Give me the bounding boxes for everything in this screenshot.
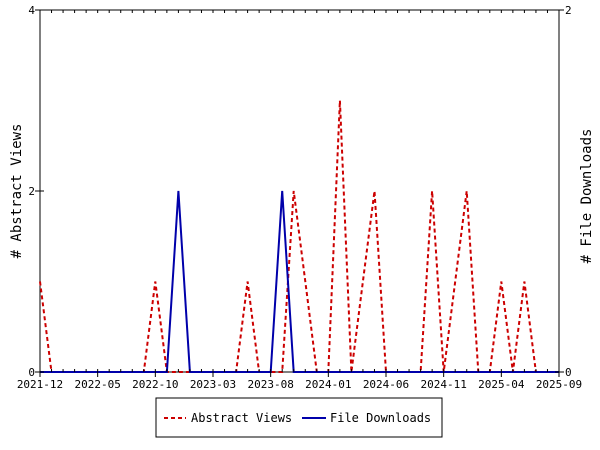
legend: Abstract Views File Downloads bbox=[155, 397, 443, 438]
y-left-tick-label: 0 bbox=[28, 366, 35, 379]
x-tick-label: 2021-12 bbox=[17, 378, 63, 391]
legend-label-abstract-views: Abstract Views bbox=[191, 411, 292, 425]
y-left-tick-label: 2 bbox=[28, 185, 35, 198]
y-axis-right-title: # File Downloads bbox=[579, 129, 595, 264]
y-right-tick-label: 2 bbox=[565, 4, 572, 17]
x-tick-label: 2024-11 bbox=[420, 378, 466, 391]
y-left-tick-label: 4 bbox=[28, 4, 35, 17]
x-tick-label: 2023-03 bbox=[190, 378, 236, 391]
x-tick-label: 2025-09 bbox=[536, 378, 582, 391]
x-tick-label: 2025-04 bbox=[478, 378, 525, 391]
x-tick-label: 2022-05 bbox=[74, 378, 120, 391]
x-tick-label: 2023-08 bbox=[247, 378, 293, 391]
chart-marks bbox=[39, 100, 559, 373]
y-axis-ticks: 0 2 4 0 2 bbox=[28, 4, 571, 379]
series-line-abstract-views bbox=[39, 100, 559, 373]
plot-frame bbox=[39, 9, 560, 373]
x-tick-label: 2024-06 bbox=[363, 378, 409, 391]
x-axis-ticks: 2021-12 2022-05 2022-10 2023-03 2023-08 2024-… bbox=[17, 10, 582, 391]
series-line-file-downloads bbox=[40, 190, 559, 373]
legend-label-file-downloads: File Downloads bbox=[330, 411, 431, 425]
x-tick-label: 2022-10 bbox=[132, 378, 178, 391]
legend-box bbox=[155, 397, 443, 438]
x-tick-label: 2024-01 bbox=[305, 378, 351, 391]
y-right-tick-label: 0 bbox=[565, 366, 572, 379]
y-axis-left-title: # Abstract Views bbox=[9, 124, 25, 259]
